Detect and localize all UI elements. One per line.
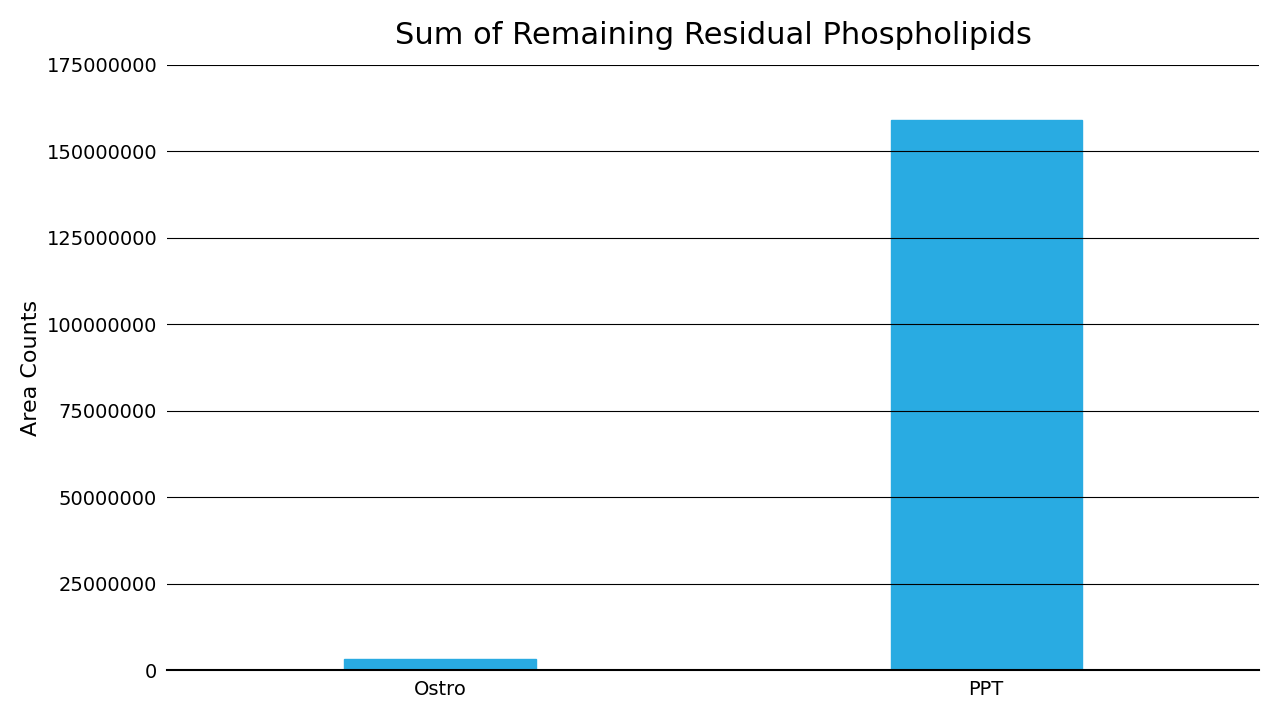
Title: Sum of Remaining Residual Phospholipids: Sum of Remaining Residual Phospholipids bbox=[394, 21, 1032, 50]
Y-axis label: Area Counts: Area Counts bbox=[20, 300, 41, 436]
Bar bbox=[891, 120, 1082, 670]
Bar bbox=[344, 660, 535, 670]
